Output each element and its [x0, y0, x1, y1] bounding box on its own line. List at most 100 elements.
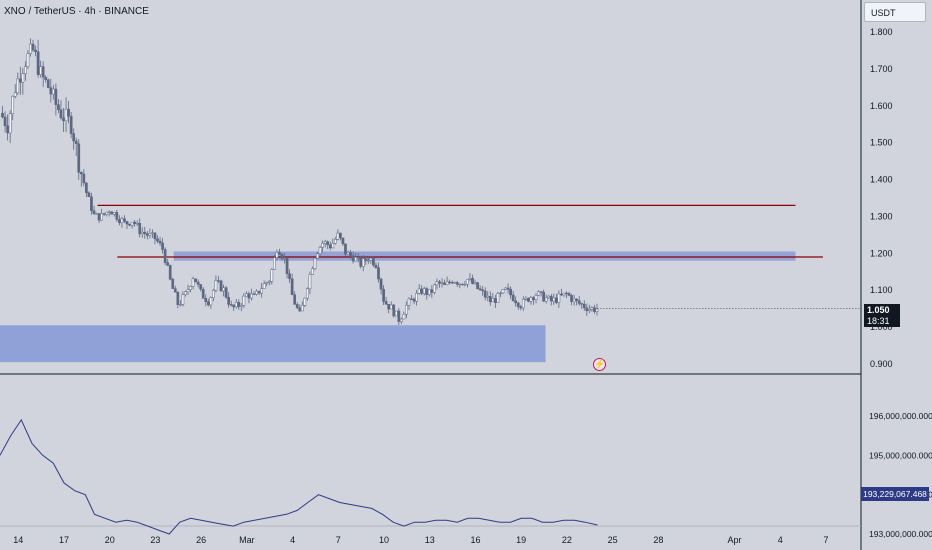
- price-tick-label: 1.000: [870, 322, 893, 332]
- candle-body: [570, 295, 573, 302]
- candle-body: [128, 223, 131, 226]
- chart-title[interactable]: XNO / TetherUS · 4h · BINANCE: [4, 6, 149, 17]
- candle-body: [130, 221, 134, 226]
- candle-body: [468, 277, 472, 280]
- time-tick-label: 23: [150, 535, 160, 545]
- candle-body: [24, 66, 27, 74]
- demand-zone: [0, 325, 546, 363]
- candle-body: [72, 133, 76, 142]
- candle-body: [300, 305, 304, 312]
- candle-body: [74, 140, 78, 144]
- candles: [1, 38, 599, 325]
- candle-body: [62, 117, 65, 122]
- candle-body: [529, 297, 533, 302]
- price-tick-label: 1.800: [870, 27, 893, 37]
- candle-body: [333, 238, 337, 244]
- candle-body: [290, 278, 294, 296]
- candle-body: [278, 252, 281, 255]
- candle-body: [166, 262, 170, 266]
- candle-body: [567, 293, 571, 296]
- candle-body: [532, 297, 535, 300]
- candle-body: [232, 304, 236, 308]
- candle-body: [171, 278, 175, 289]
- candle-body: [580, 303, 584, 305]
- candle-body: [466, 279, 469, 285]
- candle-body: [100, 213, 103, 221]
- candle-body: [105, 211, 109, 215]
- candle-body: [156, 238, 159, 242]
- candle-body: [326, 241, 330, 246]
- candle-body: [361, 258, 365, 267]
- candle-body: [389, 304, 393, 310]
- candle-body: [87, 192, 91, 198]
- candle-body: [425, 288, 429, 295]
- candle-body: [387, 303, 391, 310]
- candle-body: [36, 51, 40, 75]
- candle-body: [506, 287, 510, 290]
- candle-body: [516, 302, 520, 307]
- candle-body: [242, 295, 246, 306]
- candle-body: [499, 292, 502, 295]
- candle-body: [138, 222, 142, 235]
- candle-body: [79, 172, 83, 175]
- candle-body: [400, 318, 403, 322]
- candle-body: [509, 288, 512, 296]
- candle-body: [51, 88, 55, 95]
- candle-body: [588, 309, 591, 312]
- candle-body: [577, 300, 581, 304]
- candle-body: [245, 293, 248, 297]
- candle-body: [191, 278, 195, 287]
- candle-body: [420, 288, 424, 294]
- candle-body: [341, 237, 345, 245]
- candle-body: [67, 108, 70, 117]
- lightning-bolt-icon[interactable]: ⚡: [593, 358, 606, 371]
- time-tick-label: 17: [59, 535, 69, 545]
- candle-body: [255, 290, 258, 295]
- currency-selector[interactable]: USDT: [864, 2, 926, 22]
- candle-body: [257, 290, 261, 294]
- time-tick-label: Mar: [239, 535, 255, 545]
- candle-body: [1, 112, 4, 118]
- candle-body: [585, 307, 589, 312]
- candle-body: [521, 299, 525, 309]
- price-tick-label: 1.300: [870, 211, 893, 221]
- candle-body: [382, 288, 385, 302]
- candle-body: [557, 293, 561, 303]
- price-tick-label: 1.500: [870, 138, 893, 148]
- candle-body: [483, 290, 487, 298]
- candle-body: [377, 267, 380, 280]
- candle-body: [460, 283, 464, 286]
- price-tick-label: 1.100: [870, 285, 893, 295]
- candle-body: [346, 252, 350, 255]
- candle-body: [379, 278, 383, 290]
- candle-body: [544, 297, 548, 302]
- candle-body: [463, 283, 467, 286]
- candle-body: [311, 268, 314, 275]
- candle-body: [8, 113, 12, 134]
- candle-body: [392, 304, 396, 317]
- candle-body: [458, 283, 462, 286]
- candle-body: [21, 73, 25, 83]
- candle-body: [433, 284, 436, 293]
- candle-body: [125, 221, 129, 225]
- candle-body: [552, 297, 556, 302]
- candle-body: [189, 286, 192, 290]
- candle-body: [450, 282, 454, 284]
- candle-body: [196, 281, 200, 285]
- candle-body: [430, 289, 434, 293]
- indicator-tick-label: 193,000,000.000: [869, 529, 932, 539]
- candle-body: [247, 293, 251, 299]
- candle-body: [148, 233, 152, 236]
- candle-body: [427, 289, 431, 295]
- candle-body: [562, 292, 566, 296]
- candle-body: [270, 269, 274, 282]
- candle-body: [478, 288, 482, 291]
- candle-body: [534, 295, 538, 300]
- candle-body: [151, 232, 154, 234]
- candle-body: [407, 298, 411, 306]
- last-price-badge: 1.050 18:31: [864, 304, 900, 327]
- candle-body: [280, 254, 284, 259]
- candle-body: [511, 294, 515, 302]
- candle-body: [92, 210, 96, 214]
